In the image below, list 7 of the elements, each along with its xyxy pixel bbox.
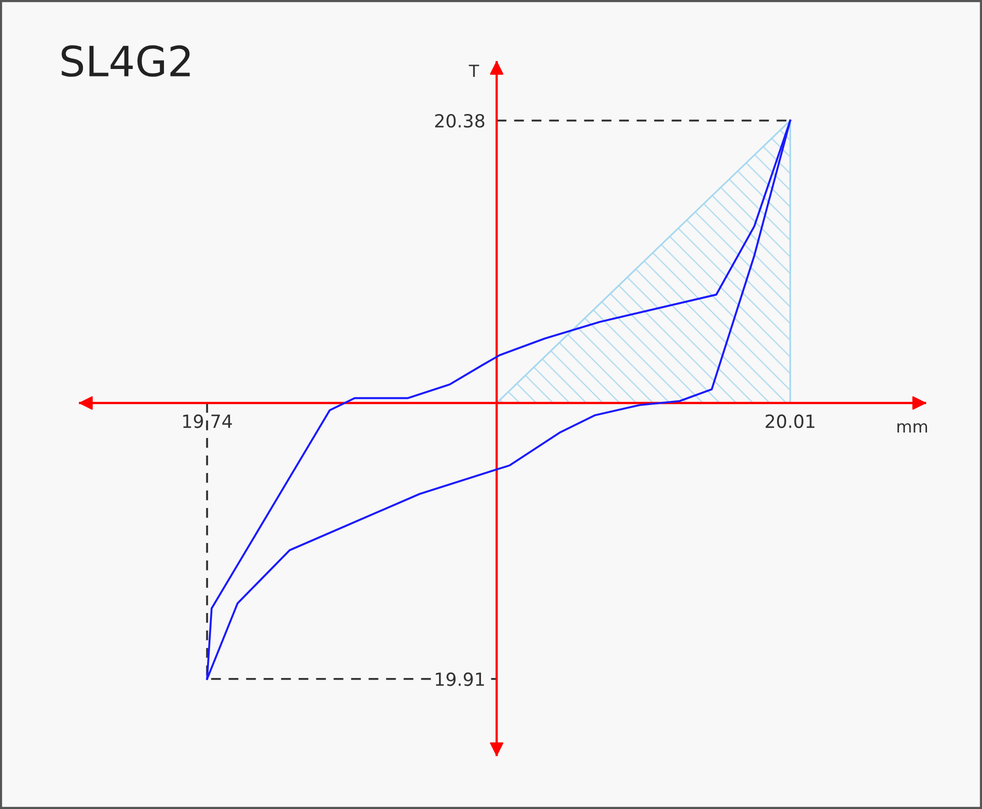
chart-title: SL4G2: [62, 45, 190, 77]
x-tick-label: 19.74: [183, 414, 232, 428]
x-axis-title: mm: [897, 423, 928, 433]
y-tick-label: 20.38: [435, 114, 484, 128]
y-axis-title: T: [468, 64, 480, 77]
y-tick-label: 19.91: [436, 672, 484, 686]
x-tick-label: 20.01: [766, 414, 814, 428]
